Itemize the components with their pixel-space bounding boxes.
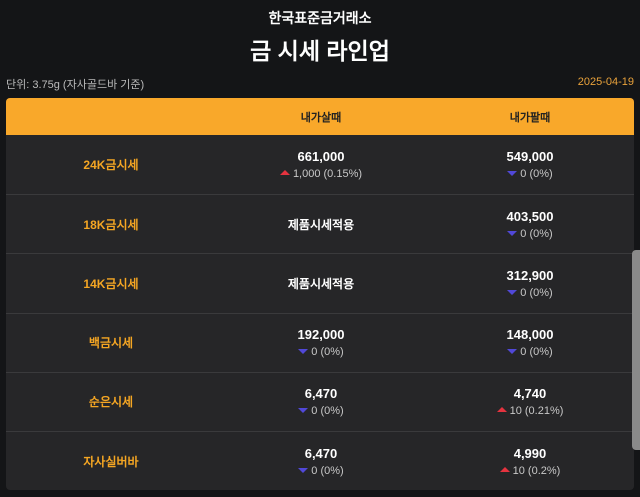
sell-cell: 312,900 0 (0%) (426, 268, 634, 299)
price-date: 2025-04-19 (577, 76, 634, 88)
table-row: 백금시세 192,000 0 (0%) 148,000 0 (0%) (6, 312, 634, 372)
buy-price: 6,470 (304, 386, 338, 402)
buy-change: 0 (0%) (216, 346, 426, 358)
change-value: 0 (0%) (520, 346, 553, 359)
scrollbar-thumb[interactable] (632, 250, 640, 450)
buy-price: 192,000 (297, 327, 345, 343)
sell-price: 4,740 (513, 386, 547, 402)
sell-price: 148,000 (506, 327, 554, 343)
sell-change: 10 (0.21%) (426, 405, 634, 417)
buy-change: 0 (0%) (216, 405, 426, 417)
row-label: 18K금시세 (83, 217, 139, 232)
buy-change: 1,000 (0.15%) (216, 168, 426, 180)
column-header-buy: 내가살때 (300, 111, 342, 124)
sell-price: 312,900 (506, 267, 554, 283)
product-price-note: 제품시세적용 (287, 217, 355, 232)
triangle-up-icon (499, 466, 510, 472)
change-value: 1,000 (0.15%) (292, 168, 363, 181)
sell-cell: 4,740 10 (0.21%) (426, 386, 634, 417)
change-value: 10 (0.21%) (509, 405, 564, 418)
triangle-up-icon (496, 407, 507, 413)
triangle-down-icon (507, 230, 518, 236)
sell-change: 10 (0.2%) (426, 465, 634, 477)
table-row: 18K금시세 제품시세적용 403,500 0 (0%) (6, 194, 634, 253)
triangle-down-icon (507, 289, 518, 295)
buy-price: 6,470 (304, 445, 338, 461)
page-title: 금 시세 라인업 (250, 38, 390, 64)
table-row: 24K금시세 661,000 1,000 (0.15%) 549,000 0 (… (6, 135, 634, 194)
buy-cell: 661,000 1,000 (0.15%) (216, 149, 426, 180)
buy-cell: 제품시세적용 (216, 275, 426, 292)
sell-cell: 549,000 0 (0%) (426, 149, 634, 180)
triangle-down-icon (298, 467, 309, 473)
sell-cell: 148,000 0 (0%) (426, 327, 634, 358)
triangle-up-icon (279, 170, 290, 176)
triangle-down-icon (298, 349, 309, 355)
change-value: 10 (0.2%) (512, 464, 561, 477)
sell-change: 0 (0%) (426, 346, 634, 358)
sell-change: 0 (0%) (426, 287, 634, 299)
row-label: 14K금시세 (83, 276, 139, 291)
product-price-note: 제품시세적용 (287, 276, 355, 291)
row-label: 24K금시세 (83, 158, 139, 173)
column-header-sell: 내가팔때 (509, 111, 551, 124)
sell-change: 0 (0%) (426, 228, 634, 240)
change-value: 0 (0%) (520, 286, 553, 299)
buy-price: 661,000 (297, 149, 345, 165)
price-table: 내가살때 내가팔때 24K금시세 661,000 1,000 (0.15%) 5… (6, 98, 634, 490)
triangle-down-icon (298, 408, 309, 414)
buy-change: 0 (0%) (216, 465, 426, 477)
sell-cell: 403,500 0 (0%) (426, 209, 634, 240)
triangle-down-icon (507, 349, 518, 355)
unit-note: 단위: 3.75g (자사골드바 기준) (6, 79, 145, 91)
sell-price: 403,500 (506, 208, 554, 224)
buy-cell: 6,470 0 (0%) (216, 386, 426, 417)
table-row: 순은시세 6,470 0 (0%) 4,740 10 (0.21%) (6, 371, 634, 431)
table-row: 14K금시세 제품시세적용 312,900 0 (0%) (6, 253, 634, 312)
table-row: 자사실버바 6,470 0 (0%) 4,990 10 (0.2%) (6, 430, 634, 490)
table-header: 내가살때 내가팔때 (6, 98, 634, 135)
row-label: 순은시세 (88, 395, 134, 410)
change-value: 0 (0%) (311, 405, 344, 418)
sell-change: 0 (0%) (426, 168, 634, 180)
sell-price: 549,000 (506, 149, 554, 165)
change-value: 0 (0%) (520, 168, 553, 181)
triangle-down-icon (507, 171, 518, 177)
sell-cell: 4,990 10 (0.2%) (426, 446, 634, 477)
sell-price: 4,990 (513, 445, 547, 461)
buy-cell: 6,470 0 (0%) (216, 446, 426, 477)
brand-name: 한국표준금거래소 (268, 10, 372, 26)
change-value: 0 (0%) (311, 346, 344, 359)
row-label: 자사실버바 (83, 454, 139, 469)
buy-cell: 제품시세적용 (216, 216, 426, 233)
change-value: 0 (0%) (311, 464, 344, 477)
buy-cell: 192,000 0 (0%) (216, 327, 426, 358)
row-label: 백금시세 (88, 336, 134, 351)
change-value: 0 (0%) (520, 227, 553, 240)
